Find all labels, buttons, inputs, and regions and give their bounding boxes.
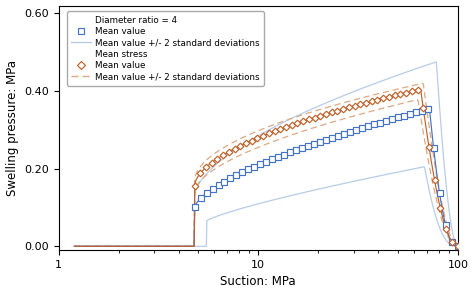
Y-axis label: Swelling pressure: MPa: Swelling pressure: MPa (6, 60, 18, 196)
Legend: Diameter ratio = 4, Mean value, Mean value +/- 2 standard deviations, Mean stres: Diameter ratio = 4, Mean value, Mean val… (67, 11, 264, 86)
X-axis label: Suction: MPa: Suction: MPa (220, 275, 296, 288)
